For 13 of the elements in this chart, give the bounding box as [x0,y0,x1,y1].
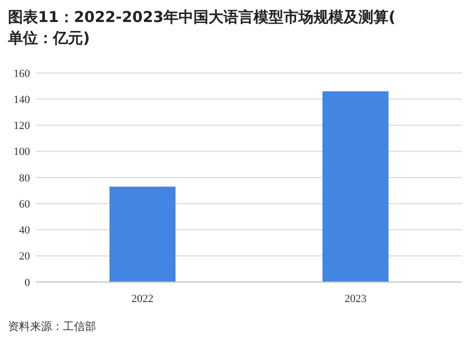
y-tick-label: 20 [19,250,30,263]
y-tick-label: 60 [19,198,30,210]
chart-title: 图表11：2022-2023年中国大语言模型市场规模及测算(单位：亿元) [7,8,396,47]
y-tick-label: 100 [14,146,30,158]
y-tick-label: 140 [14,94,30,106]
y-tick-label: 0 [24,276,30,289]
x-tick-label: 2023 [344,293,367,305]
y-tick-label: 160 [14,68,30,80]
text: 资料来源：工信部 [8,320,96,333]
y-tick-label: 40 [19,224,30,237]
y-tick-label: 80 [19,172,30,184]
x-tick-label: 2022 [132,293,154,305]
y-tick-label: 120 [14,120,30,132]
